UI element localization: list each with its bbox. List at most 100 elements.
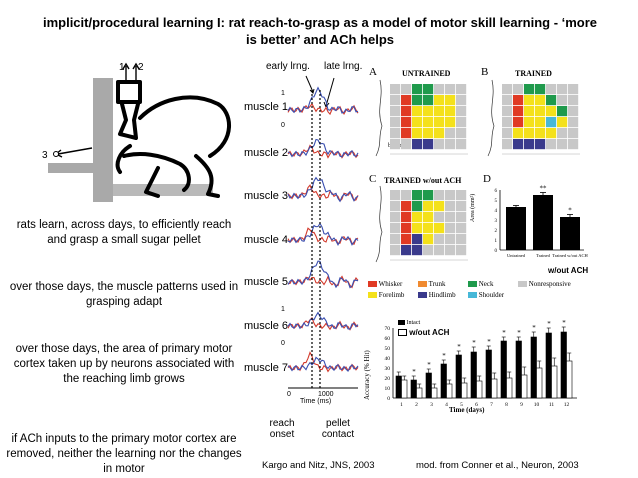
legend-intact: Intact (398, 320, 420, 326)
map-cell (513, 106, 524, 117)
map-cell (401, 95, 412, 106)
map-c (375, 185, 468, 263)
legend-whisker: Whisker (368, 280, 402, 288)
map-cell (502, 95, 513, 106)
pellet-contact-label: pellet contact (321, 418, 355, 440)
map-cell (390, 84, 401, 95)
legend-swatch (518, 281, 527, 288)
panel-d-ytick: 4 (495, 209, 498, 214)
accuracy-significance: * (442, 352, 446, 360)
map-cell (535, 139, 546, 150)
map-cell (434, 212, 445, 223)
reach-onset-label: reach onset (269, 418, 295, 440)
accuracy-significance: * (502, 329, 506, 337)
accuracy-category-label: 6 (475, 402, 478, 408)
legend-trunk: Trunk (418, 280, 446, 288)
accuracy-significance: * (457, 343, 461, 351)
map-cell (535, 95, 546, 106)
legend-swatch (368, 281, 377, 288)
map-cell (401, 106, 412, 117)
map-cell (434, 84, 445, 95)
map-cell (502, 106, 513, 117)
accuracy-bar-without-ach (401, 379, 408, 399)
time-axis-label: Time (ms) (300, 398, 332, 405)
scale-mark-top-0: 0 (281, 122, 285, 129)
map-cell (412, 190, 423, 201)
legend-intact-swatch (398, 320, 405, 326)
legend-label: Hindlimb (428, 291, 456, 299)
early-learning-label: early lrng. (266, 61, 310, 72)
map-cell (546, 106, 557, 117)
map-cell (568, 128, 579, 139)
accuracy-bar-intact (515, 340, 522, 399)
accuracy-category-label: 4 (445, 402, 448, 408)
accuracy-bar-intact (470, 351, 477, 399)
accuracy-significance: * (412, 368, 416, 376)
map-cell (513, 95, 524, 106)
panel-letter-c: C (369, 173, 377, 185)
map-cell (445, 128, 456, 139)
accuracy-category-label: 9 (520, 402, 523, 408)
panel-d-ytick: 1 (495, 239, 498, 244)
accuracy-bar-intact (530, 336, 537, 399)
accuracy-significance: * (472, 339, 476, 347)
legend-swatch (368, 292, 377, 299)
legend-shoulder: Shoulder (468, 291, 504, 299)
emg-trace-early-5 (287, 275, 359, 289)
accuracy-bar-without-ach (431, 387, 438, 399)
map-cell (390, 234, 401, 245)
map-c-title: TRAINED w/out ACH (384, 176, 462, 185)
map-cell (390, 128, 401, 139)
muscle-label-7: muscle 7 (244, 362, 289, 374)
map-cell (513, 84, 524, 95)
map-cell (557, 84, 568, 95)
map-cell (434, 139, 445, 150)
map-cell (535, 117, 546, 128)
map-cell (502, 117, 513, 128)
panel-d-category-label: Untrained (507, 253, 526, 258)
map-cell (390, 245, 401, 256)
accuracy-category-label: 12 (564, 402, 570, 408)
accuracy-bar-without-ach (506, 377, 513, 399)
accuracy-bar-intact (425, 372, 432, 399)
map-cell (423, 234, 434, 245)
map-cell (546, 117, 557, 128)
arrow-label-3: 3 (42, 150, 48, 161)
accuracy-significance: * (532, 324, 536, 332)
map-cell (456, 212, 467, 223)
map-cell (535, 84, 546, 95)
emg-trace-late-6 (287, 311, 359, 330)
map-cell (412, 95, 423, 106)
map-b (487, 79, 580, 157)
panel-letter-b: B (481, 66, 489, 78)
map-cell (456, 234, 467, 245)
map-cell (423, 190, 434, 201)
map-cell (557, 117, 568, 128)
map-cell (568, 84, 579, 95)
map-cell (445, 190, 456, 201)
map-cell (423, 128, 434, 139)
accuracy-bar-intact (560, 331, 567, 399)
map-cell (456, 106, 467, 117)
accuracy-bar-without-ach (521, 374, 528, 399)
map-cell (524, 95, 535, 106)
legend-label: Neck (478, 280, 494, 288)
map-cell (568, 139, 579, 150)
accuracy-ytick: 10 (385, 386, 391, 392)
map-cell (557, 95, 568, 106)
accuracy-ytick: 30 (385, 366, 391, 372)
legend-without-ach-label: w/out ACH (409, 328, 450, 337)
map-cell (412, 139, 423, 150)
rat-reaching-drawing: 1 2 3 (42, 62, 231, 202)
legend-intact-label: Intact (406, 320, 421, 326)
map-cell (434, 128, 445, 139)
map-a (375, 79, 468, 157)
accuracy-category-label: 5 (460, 402, 463, 408)
map-cell (401, 128, 412, 139)
panel-d-ytick: 2 (495, 229, 498, 234)
emg-trace-late-7 (287, 356, 359, 373)
accuracy-ytick: 70 (385, 326, 391, 332)
panel-d-ytick: 3 (495, 219, 498, 224)
map-cell (401, 212, 412, 223)
accuracy-bar-intact (410, 379, 417, 399)
